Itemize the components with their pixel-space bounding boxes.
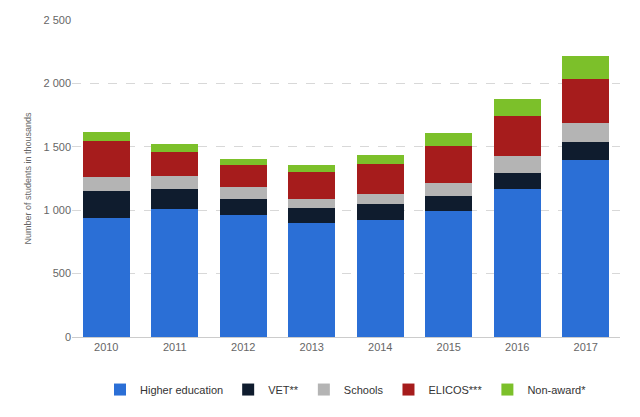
svg-text:2010: 2010 (94, 341, 118, 353)
svg-text:2011: 2011 (163, 341, 187, 353)
svg-text:2016: 2016 (505, 341, 529, 353)
svg-text:Higher education: Higher education (140, 384, 223, 396)
svg-text:0: 0 (65, 331, 71, 343)
svg-text:1 500: 1 500 (43, 141, 71, 153)
svg-text:Non-award*: Non-award* (527, 384, 586, 396)
svg-text:Number of students in thousand: Number of students in thousands (23, 112, 33, 245)
svg-text:2012: 2012 (231, 341, 255, 353)
svg-text:2013: 2013 (300, 341, 324, 353)
svg-text:2014: 2014 (368, 341, 392, 353)
svg-text:VET**: VET** (268, 384, 299, 396)
svg-text:ELICOS***: ELICOS*** (428, 384, 482, 396)
svg-text:Schools: Schools (344, 384, 384, 396)
svg-text:2 000: 2 000 (43, 77, 71, 89)
svg-text:1 000: 1 000 (43, 204, 71, 216)
svg-text:500: 500 (53, 267, 71, 279)
svg-text:2 500: 2 500 (43, 14, 71, 26)
svg-text:2015: 2015 (437, 341, 461, 353)
svg-text:2017: 2017 (574, 341, 598, 353)
